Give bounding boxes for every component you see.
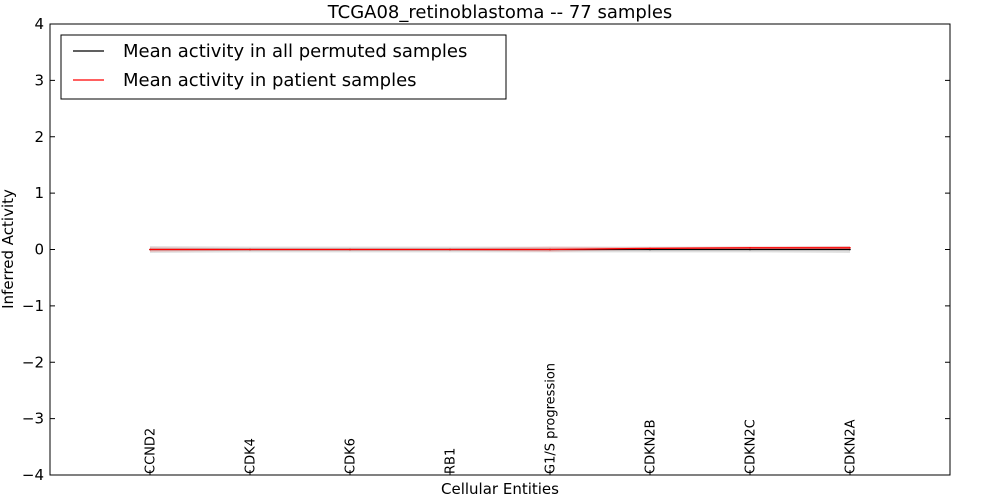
y-axis: −4 −3 −2 −1 0 1 2 3 4 bbox=[22, 15, 950, 484]
x-axis: CCND2 CDK4 CDK6 RB1 G1/S progression CDKN2B CD… bbox=[144, 363, 859, 475]
y-tick-label: −2 bbox=[22, 353, 44, 371]
legend-label-patient: Mean activity in patient samples bbox=[123, 70, 417, 91]
x-axis-label: Cellular Entities bbox=[441, 480, 559, 498]
series-line bbox=[150, 247, 850, 251]
data-point bbox=[749, 247, 751, 249]
y-tick-label: −1 bbox=[22, 297, 44, 315]
x-tick-label: G1/S progression bbox=[544, 363, 559, 474]
x-tick-label: CCND2 bbox=[144, 428, 159, 474]
y-tick-label: 2 bbox=[34, 128, 44, 146]
legend: Mean activity in all permuted samples Me… bbox=[60, 34, 507, 100]
y-tick-label: 1 bbox=[34, 184, 44, 202]
data-point bbox=[249, 248, 251, 251]
y-tick-label: 3 bbox=[34, 71, 44, 89]
x-tick-label: CDK4 bbox=[244, 438, 259, 474]
y-tick-label: 4 bbox=[34, 15, 44, 33]
data-point bbox=[549, 248, 551, 251]
data-point bbox=[649, 247, 651, 250]
y-axis-label: Inferred Activity bbox=[0, 189, 17, 309]
y-tick-label: 0 bbox=[34, 241, 44, 259]
data-point bbox=[349, 248, 351, 251]
x-tick-label: CDKN2B bbox=[644, 419, 659, 474]
data-point bbox=[849, 247, 851, 249]
x-tick-label: CDKN2A bbox=[844, 419, 859, 474]
data-point bbox=[849, 248, 851, 251]
data-point bbox=[449, 248, 451, 251]
legend-label-permuted: Mean activity in all permuted samples bbox=[123, 41, 467, 62]
legend-box bbox=[60, 34, 507, 100]
data-point bbox=[749, 248, 751, 251]
data-point bbox=[649, 248, 651, 251]
x-tick-label: CDKN2C bbox=[744, 419, 759, 474]
chart-title: TCGA08_retinoblastoma -- 77 samples bbox=[327, 2, 673, 23]
x-tick-label: CDK6 bbox=[344, 438, 359, 474]
y-tick-label: −4 bbox=[22, 466, 44, 484]
x-tick-label: RB1 bbox=[444, 448, 459, 474]
y-tick-label: −3 bbox=[22, 410, 44, 428]
data-point bbox=[149, 248, 151, 251]
series-lines bbox=[149, 247, 851, 251]
